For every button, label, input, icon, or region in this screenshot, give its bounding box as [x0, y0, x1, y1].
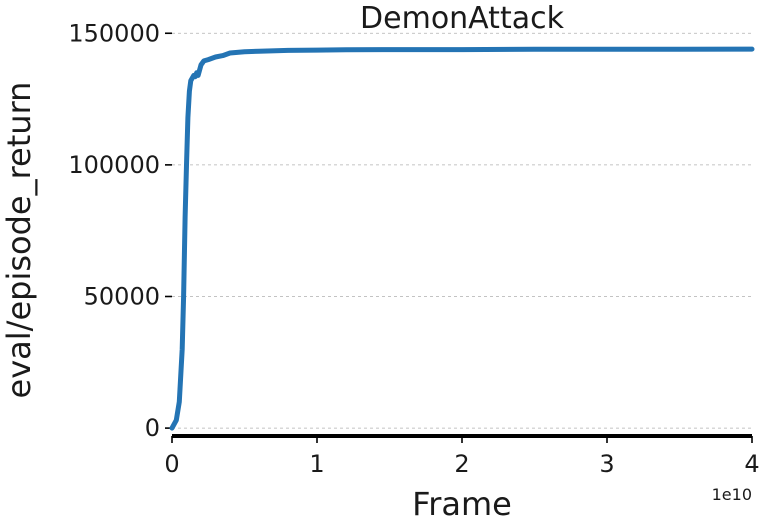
y-tick-label: 0 — [145, 414, 160, 442]
y-axis-ticks: 0 50000 100000 150000 — [68, 19, 172, 442]
x-axis-offset-label: 1e10 — [712, 485, 752, 504]
chart-title: DemonAttack — [360, 1, 565, 36]
x-tick-label: 1 — [309, 450, 324, 478]
x-tick-label: 2 — [454, 450, 469, 478]
grid-lines — [172, 32, 752, 429]
series-group — [169, 46, 755, 431]
x-axis-ticks: 0 1 2 3 4 — [164, 436, 760, 478]
x-axis-label: Frame — [412, 485, 512, 523]
y-tick-label: 100000 — [68, 151, 160, 179]
y-axis-label: eval/episode_return — [0, 82, 38, 399]
series-line — [169, 46, 755, 431]
y-tick-label: 150000 — [68, 19, 160, 47]
x-tick-label: 0 — [164, 450, 179, 478]
x-tick-label: 3 — [599, 450, 614, 478]
x-tick-label: 4 — [744, 450, 759, 478]
y-tick-label: 50000 — [84, 282, 160, 310]
